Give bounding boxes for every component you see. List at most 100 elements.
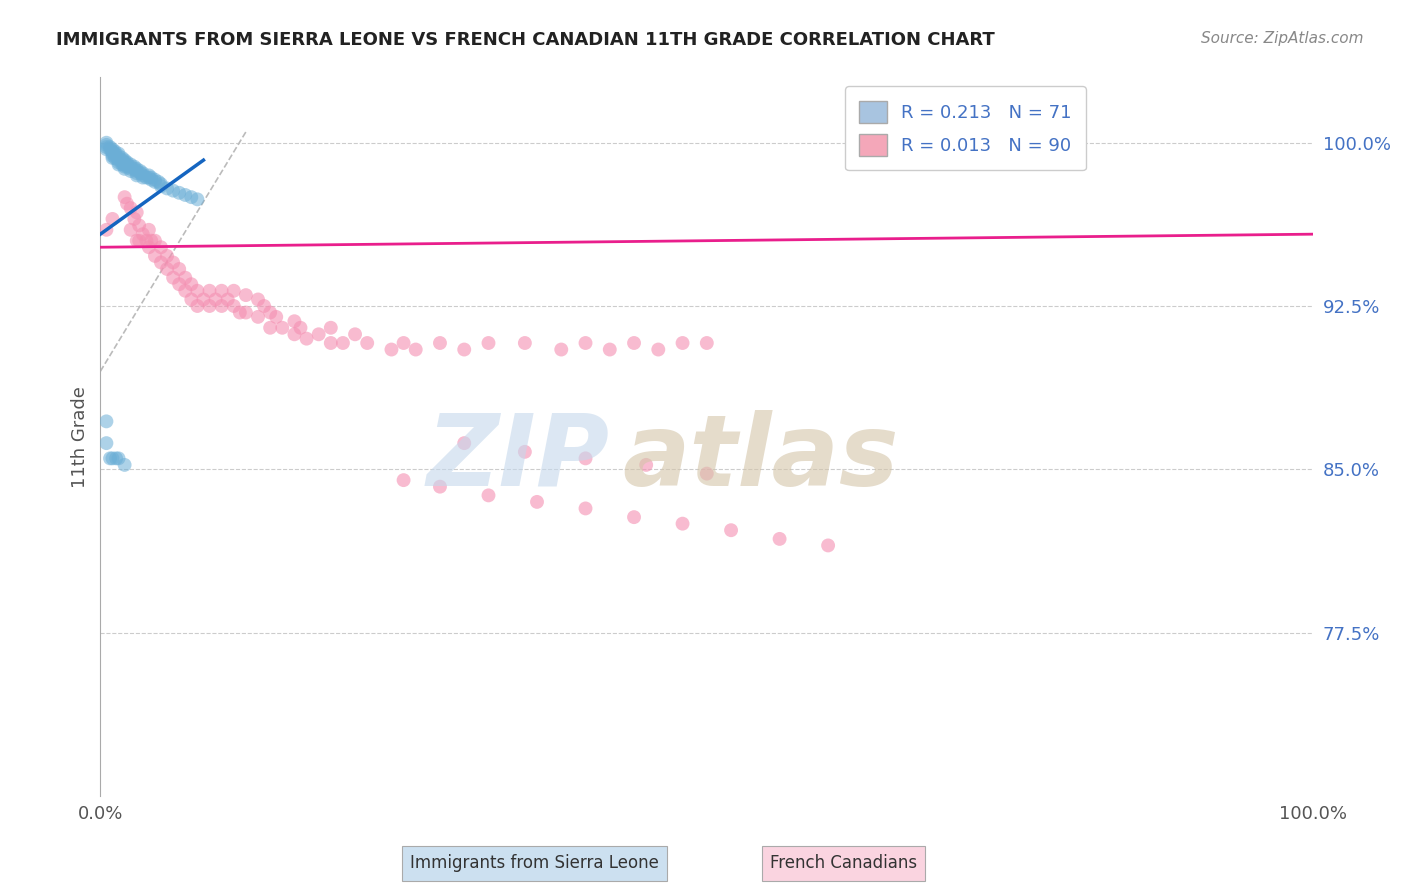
Point: [217, 293, 239, 307]
Point: [167, 262, 190, 277]
Point: [150, 240, 173, 254]
Point: [96, 436, 118, 450]
Point: [156, 249, 179, 263]
Point: [132, 227, 155, 242]
Point: [143, 249, 166, 263]
Point: [114, 153, 136, 168]
Point: [104, 145, 127, 159]
Point: [405, 343, 427, 357]
Text: Immigrants from Sierra Leone: Immigrants from Sierra Leone: [409, 855, 659, 872]
Point: [111, 157, 134, 171]
Point: [107, 146, 129, 161]
Point: [392, 336, 415, 351]
Point: [253, 299, 276, 313]
Point: [114, 458, 136, 472]
Point: [392, 473, 415, 487]
Point: [141, 173, 163, 187]
Point: [104, 149, 127, 163]
Point: [120, 160, 142, 174]
Point: [574, 501, 596, 516]
Point: [120, 223, 142, 237]
Point: [107, 149, 129, 163]
Point: [162, 255, 184, 269]
Point: [101, 451, 124, 466]
Point: [132, 166, 155, 180]
Point: [135, 170, 157, 185]
Y-axis label: 11th Grade: 11th Grade: [72, 385, 89, 488]
Point: [574, 336, 596, 351]
Point: [138, 223, 160, 237]
Point: [124, 211, 146, 226]
Point: [235, 305, 257, 319]
Point: [477, 488, 499, 502]
Point: [141, 234, 163, 248]
Point: [167, 277, 190, 292]
Text: IMMIGRANTS FROM SIERRA LEONE VS FRENCH CANADIAN 11TH GRADE CORRELATION CHART: IMMIGRANTS FROM SIERRA LEONE VS FRENCH C…: [56, 31, 995, 49]
Point: [148, 175, 170, 189]
Point: [550, 343, 572, 357]
Point: [129, 164, 152, 178]
Text: ZIP: ZIP: [427, 409, 610, 507]
Point: [671, 336, 693, 351]
Point: [319, 336, 342, 351]
Point: [107, 451, 129, 466]
Point: [290, 320, 312, 334]
Point: [174, 284, 197, 298]
Point: [380, 343, 402, 357]
Point: [104, 151, 127, 165]
Point: [96, 136, 118, 150]
Text: atlas: atlas: [621, 409, 898, 507]
Point: [101, 146, 124, 161]
Point: [143, 234, 166, 248]
Point: [125, 169, 148, 183]
Point: [180, 190, 202, 204]
Point: [125, 205, 148, 219]
Point: [156, 262, 179, 277]
Point: [167, 186, 190, 200]
Point: [96, 142, 118, 156]
Point: [477, 336, 499, 351]
Point: [186, 192, 208, 206]
Point: [150, 255, 173, 269]
Point: [198, 284, 221, 298]
Point: [247, 293, 270, 307]
Point: [720, 523, 742, 537]
Point: [671, 516, 693, 531]
Point: [135, 234, 157, 248]
Point: [295, 332, 318, 346]
Point: [574, 451, 596, 466]
Point: [264, 310, 287, 324]
Point: [271, 320, 294, 334]
Point: [125, 166, 148, 180]
Point: [141, 170, 163, 185]
Point: [114, 155, 136, 169]
Point: [114, 157, 136, 171]
Point: [115, 155, 138, 169]
Point: [332, 336, 354, 351]
Point: [125, 164, 148, 178]
Point: [162, 270, 184, 285]
Point: [96, 140, 118, 154]
Point: [114, 161, 136, 176]
Point: [319, 320, 342, 334]
Point: [120, 161, 142, 176]
Point: [211, 299, 233, 313]
Point: [156, 181, 179, 195]
Point: [599, 343, 621, 357]
Point: [111, 153, 134, 168]
Point: [768, 532, 790, 546]
Point: [193, 293, 215, 307]
Point: [115, 157, 138, 171]
Point: [636, 458, 658, 472]
Point: [143, 173, 166, 187]
Point: [101, 151, 124, 165]
Point: [150, 179, 173, 194]
Point: [229, 305, 252, 319]
Point: [180, 293, 202, 307]
Point: [198, 299, 221, 313]
Point: [696, 467, 718, 481]
Point: [513, 336, 536, 351]
Point: [101, 145, 124, 159]
Point: [125, 234, 148, 248]
Text: Source: ZipAtlas.com: Source: ZipAtlas.com: [1201, 31, 1364, 46]
